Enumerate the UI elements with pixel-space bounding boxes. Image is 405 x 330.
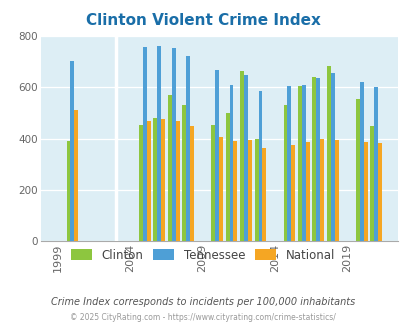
Bar — [258, 91, 262, 241]
Bar — [369, 126, 373, 241]
Bar — [74, 111, 78, 241]
Bar — [243, 75, 247, 241]
Bar — [225, 113, 229, 241]
Bar — [215, 70, 218, 241]
Bar — [254, 139, 258, 241]
Bar — [139, 124, 143, 241]
Bar — [182, 105, 186, 241]
Bar — [239, 71, 243, 241]
Bar — [297, 86, 301, 241]
Bar — [283, 105, 287, 241]
Bar — [377, 143, 381, 241]
Bar — [211, 124, 215, 241]
Bar — [262, 148, 266, 241]
Bar — [186, 56, 190, 241]
Bar — [233, 141, 237, 241]
Bar — [153, 118, 157, 241]
Bar — [157, 46, 161, 241]
Legend: Clinton, Tennessee, National: Clinton, Tennessee, National — [66, 244, 339, 266]
Bar — [66, 141, 70, 241]
Bar — [190, 126, 194, 241]
Bar — [301, 85, 305, 241]
Bar — [161, 119, 165, 241]
Bar — [291, 145, 294, 241]
Bar — [70, 61, 74, 241]
Bar — [355, 99, 359, 241]
Bar — [247, 140, 251, 241]
Bar — [167, 95, 171, 241]
Text: © 2025 CityRating.com - https://www.cityrating.com/crime-statistics/: © 2025 CityRating.com - https://www.city… — [70, 313, 335, 322]
Bar — [218, 137, 222, 241]
Bar — [146, 121, 150, 241]
Bar — [326, 66, 330, 241]
Bar — [171, 48, 175, 241]
Bar — [363, 143, 367, 241]
Text: Crime Index corresponds to incidents per 100,000 inhabitants: Crime Index corresponds to incidents per… — [51, 297, 354, 307]
Bar — [330, 73, 334, 241]
Bar — [305, 143, 309, 241]
Bar — [229, 85, 233, 241]
Bar — [312, 77, 315, 241]
Bar — [334, 140, 338, 241]
Text: Clinton Violent Crime Index: Clinton Violent Crime Index — [85, 13, 320, 28]
Bar — [143, 47, 146, 241]
Bar — [287, 86, 291, 241]
Bar — [320, 139, 323, 241]
Bar — [315, 78, 320, 241]
Bar — [175, 121, 179, 241]
Bar — [373, 87, 377, 241]
Bar — [359, 82, 363, 241]
